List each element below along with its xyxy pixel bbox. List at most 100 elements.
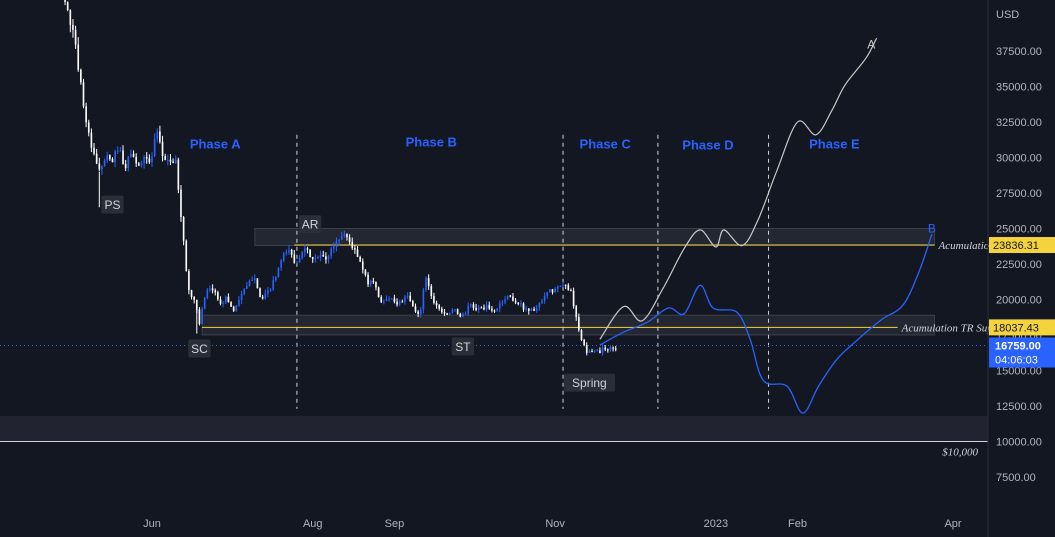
candle-body bbox=[272, 280, 275, 290]
candle-body bbox=[203, 297, 206, 309]
candle-body bbox=[280, 260, 282, 268]
candle-body bbox=[66, 1, 69, 10]
y-tick-label: 22500.00 bbox=[996, 259, 1042, 271]
candle-body bbox=[87, 122, 90, 133]
candle-body bbox=[480, 307, 483, 309]
candle-body bbox=[475, 307, 477, 310]
candle-body bbox=[430, 286, 433, 297]
candle-body bbox=[143, 156, 145, 164]
candle-body bbox=[343, 233, 346, 236]
candle-body bbox=[583, 339, 585, 345]
candle-body bbox=[277, 267, 280, 277]
candle-body bbox=[95, 153, 98, 164]
candle-body bbox=[467, 305, 470, 314]
candle-body bbox=[80, 69, 82, 83]
candle-body bbox=[383, 301, 385, 303]
consolidation-boxes bbox=[0, 228, 988, 442]
candle-body bbox=[348, 237, 351, 242]
candle-body bbox=[412, 300, 414, 307]
candle-body bbox=[607, 349, 609, 351]
candle-body bbox=[332, 246, 335, 249]
candle-body bbox=[422, 290, 425, 310]
candle-body bbox=[288, 249, 290, 253]
candle-body bbox=[201, 308, 203, 324]
candle-body bbox=[138, 163, 140, 166]
candle-body bbox=[193, 297, 195, 300]
candle-body bbox=[541, 300, 543, 304]
candle-body bbox=[106, 155, 109, 161]
x-tick-label: Aug bbox=[303, 518, 323, 530]
candle-body bbox=[264, 293, 267, 299]
candle-body bbox=[114, 151, 116, 163]
candle-body bbox=[372, 281, 375, 283]
candle-body bbox=[309, 249, 311, 258]
candle-body bbox=[406, 295, 409, 297]
candle-body bbox=[301, 252, 304, 259]
candle-body bbox=[556, 286, 559, 289]
currency-label: USD bbox=[996, 9, 1019, 21]
candle-body bbox=[588, 350, 591, 353]
candle-body bbox=[388, 298, 390, 300]
candle-body bbox=[404, 296, 406, 303]
candle-body bbox=[148, 158, 151, 163]
candle-body bbox=[151, 155, 153, 163]
candle-body bbox=[261, 296, 264, 299]
candle-body bbox=[246, 286, 248, 289]
candle-body bbox=[448, 312, 451, 315]
phase-label: Phase C bbox=[580, 137, 632, 152]
candle-body bbox=[77, 44, 80, 70]
candle-body bbox=[599, 350, 601, 353]
candle-body bbox=[127, 157, 130, 169]
candle-body bbox=[330, 248, 332, 257]
candle-body bbox=[206, 290, 209, 298]
candle-body bbox=[116, 150, 119, 152]
candle-body bbox=[198, 309, 201, 324]
price-axis[interactable]: USD 37500.00 35000.00 32500.00 30000.00 2750… bbox=[996, 9, 1042, 484]
candle-body bbox=[509, 295, 512, 297]
candle-body bbox=[111, 159, 114, 163]
candle-body bbox=[488, 304, 491, 309]
candle-body bbox=[472, 304, 475, 308]
candle-body bbox=[140, 163, 143, 166]
candle-body bbox=[462, 314, 464, 317]
y-tick-label: 35000.00 bbox=[996, 82, 1042, 94]
candle-body bbox=[470, 304, 472, 306]
candle-body bbox=[538, 303, 541, 308]
candle-body bbox=[451, 309, 454, 313]
current-price-text: 16759.00 bbox=[995, 341, 1041, 353]
candle-body bbox=[351, 241, 354, 249]
candle-body bbox=[585, 344, 588, 353]
candle-body bbox=[593, 351, 596, 353]
candle-body bbox=[514, 300, 517, 303]
candle-body bbox=[177, 159, 180, 190]
time-axis[interactable]: Jun Aug Sep Nov 2023 Feb Apr bbox=[143, 518, 962, 530]
projection-b-path[interactable] bbox=[599, 233, 933, 414]
candle-body bbox=[601, 347, 604, 353]
projection-a-path[interactable] bbox=[599, 37, 878, 340]
candle-body bbox=[132, 153, 135, 158]
candle-body bbox=[188, 271, 190, 291]
candle-body bbox=[443, 312, 446, 314]
candle-body bbox=[435, 302, 438, 306]
x-tick-label: Nov bbox=[545, 518, 565, 530]
candle-body bbox=[124, 164, 127, 169]
candle-body bbox=[182, 216, 185, 241]
candle-body bbox=[224, 296, 227, 303]
candle-body bbox=[259, 288, 261, 297]
candle-body bbox=[161, 141, 164, 157]
candle-body bbox=[164, 156, 166, 160]
candle-body bbox=[317, 257, 319, 259]
y-tick-label: 30000.00 bbox=[996, 153, 1042, 165]
candle-body bbox=[559, 286, 562, 288]
candle-body bbox=[554, 288, 556, 293]
level-label: Acumulation TR Support bbox=[901, 322, 1012, 334]
candle-body bbox=[564, 284, 567, 286]
candle-body bbox=[304, 248, 306, 253]
candle-body bbox=[190, 290, 193, 298]
candle-body bbox=[409, 295, 412, 301]
candle-body bbox=[153, 138, 156, 156]
candle-body bbox=[314, 257, 317, 259]
candle-body bbox=[427, 278, 430, 287]
ten-thousand-label: $10,000 bbox=[942, 447, 978, 459]
